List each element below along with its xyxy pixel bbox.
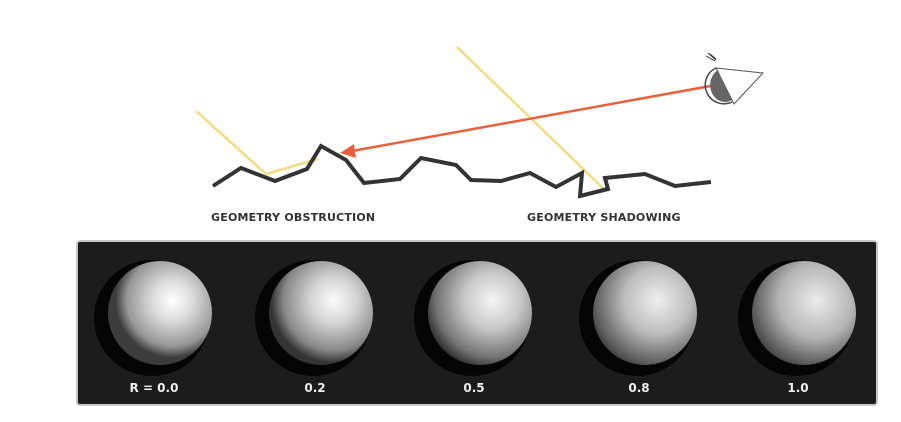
sphere-label: 1.0 xyxy=(787,381,809,395)
view-ray xyxy=(351,83,717,153)
sphere-r0 xyxy=(94,260,212,376)
sphere-body xyxy=(593,261,697,365)
sphere-item-r0: R = 0.0 xyxy=(94,258,214,398)
sphere-r05 xyxy=(414,260,532,376)
view-ray-arrowhead xyxy=(340,144,356,158)
sphere-r02 xyxy=(255,260,373,376)
sphere-body xyxy=(428,261,532,365)
caption-geometry-shadowing: GEOMETRY SHADOWING xyxy=(527,211,681,224)
light-ray-obstruction xyxy=(195,110,267,175)
sphere-label: 0.2 xyxy=(304,381,326,395)
sphere-item-r05: 0.5 xyxy=(414,258,534,398)
sphere-label: 0.5 xyxy=(463,381,485,395)
sphere-item-r02: 0.2 xyxy=(255,258,375,398)
sphere-r10 xyxy=(738,260,856,376)
sphere-label: 0.8 xyxy=(628,381,650,395)
sphere-item-r10: 1.0 xyxy=(738,258,858,398)
sphere-r08 xyxy=(579,260,697,376)
sphere-label: R = 0.0 xyxy=(129,381,179,395)
rough-surface xyxy=(211,143,712,199)
sphere-body xyxy=(269,261,373,365)
microfacet-diagram xyxy=(195,46,765,199)
sphere-body xyxy=(752,261,856,365)
sphere-body xyxy=(108,261,212,365)
roughness-panel: R = 0.0 0.2 0.5 0.8 1.0 xyxy=(76,240,878,406)
eye-icon xyxy=(704,52,765,105)
caption-geometry-obstruction: GEOMETRY OBSTRUCTION xyxy=(211,211,376,224)
sphere-item-r08: 0.8 xyxy=(579,258,699,398)
